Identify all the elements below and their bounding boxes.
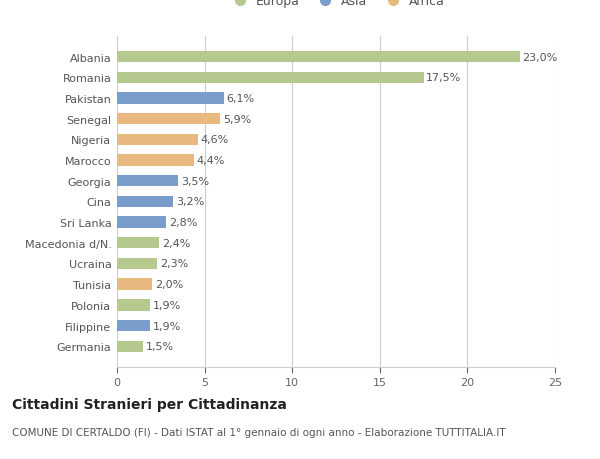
Bar — [117, 73, 424, 84]
Bar — [117, 114, 220, 125]
Text: 4,6%: 4,6% — [200, 135, 229, 145]
Text: 3,2%: 3,2% — [176, 197, 204, 207]
Text: 3,5%: 3,5% — [181, 176, 209, 186]
Text: 2,8%: 2,8% — [169, 218, 197, 228]
Text: Cittadini Stranieri per Cittadinanza: Cittadini Stranieri per Cittadinanza — [12, 397, 287, 411]
Bar — [117, 258, 157, 269]
Bar — [117, 93, 224, 104]
Text: 2,4%: 2,4% — [161, 238, 190, 248]
Bar — [117, 320, 150, 331]
Text: 2,0%: 2,0% — [155, 280, 183, 290]
Text: 6,1%: 6,1% — [227, 94, 254, 104]
Text: 1,9%: 1,9% — [153, 321, 181, 331]
Bar — [117, 196, 173, 207]
Bar — [117, 300, 150, 311]
Bar — [117, 176, 178, 187]
Bar — [117, 217, 166, 228]
Text: 17,5%: 17,5% — [426, 73, 461, 83]
Bar — [117, 134, 197, 146]
Bar — [117, 279, 152, 290]
Text: 5,9%: 5,9% — [223, 114, 251, 124]
Text: 2,3%: 2,3% — [160, 259, 188, 269]
Text: 23,0%: 23,0% — [523, 52, 558, 62]
Text: 1,5%: 1,5% — [146, 341, 174, 352]
Bar — [117, 238, 159, 249]
Text: 1,9%: 1,9% — [153, 300, 181, 310]
Text: 4,4%: 4,4% — [197, 156, 225, 166]
Bar — [117, 155, 194, 166]
Text: COMUNE DI CERTALDO (FI) - Dati ISTAT al 1° gennaio di ogni anno - Elaborazione T: COMUNE DI CERTALDO (FI) - Dati ISTAT al … — [12, 427, 506, 437]
Bar — [117, 52, 520, 63]
Legend: Europa, Asia, Africa: Europa, Asia, Africa — [223, 0, 449, 13]
Bar — [117, 341, 143, 352]
